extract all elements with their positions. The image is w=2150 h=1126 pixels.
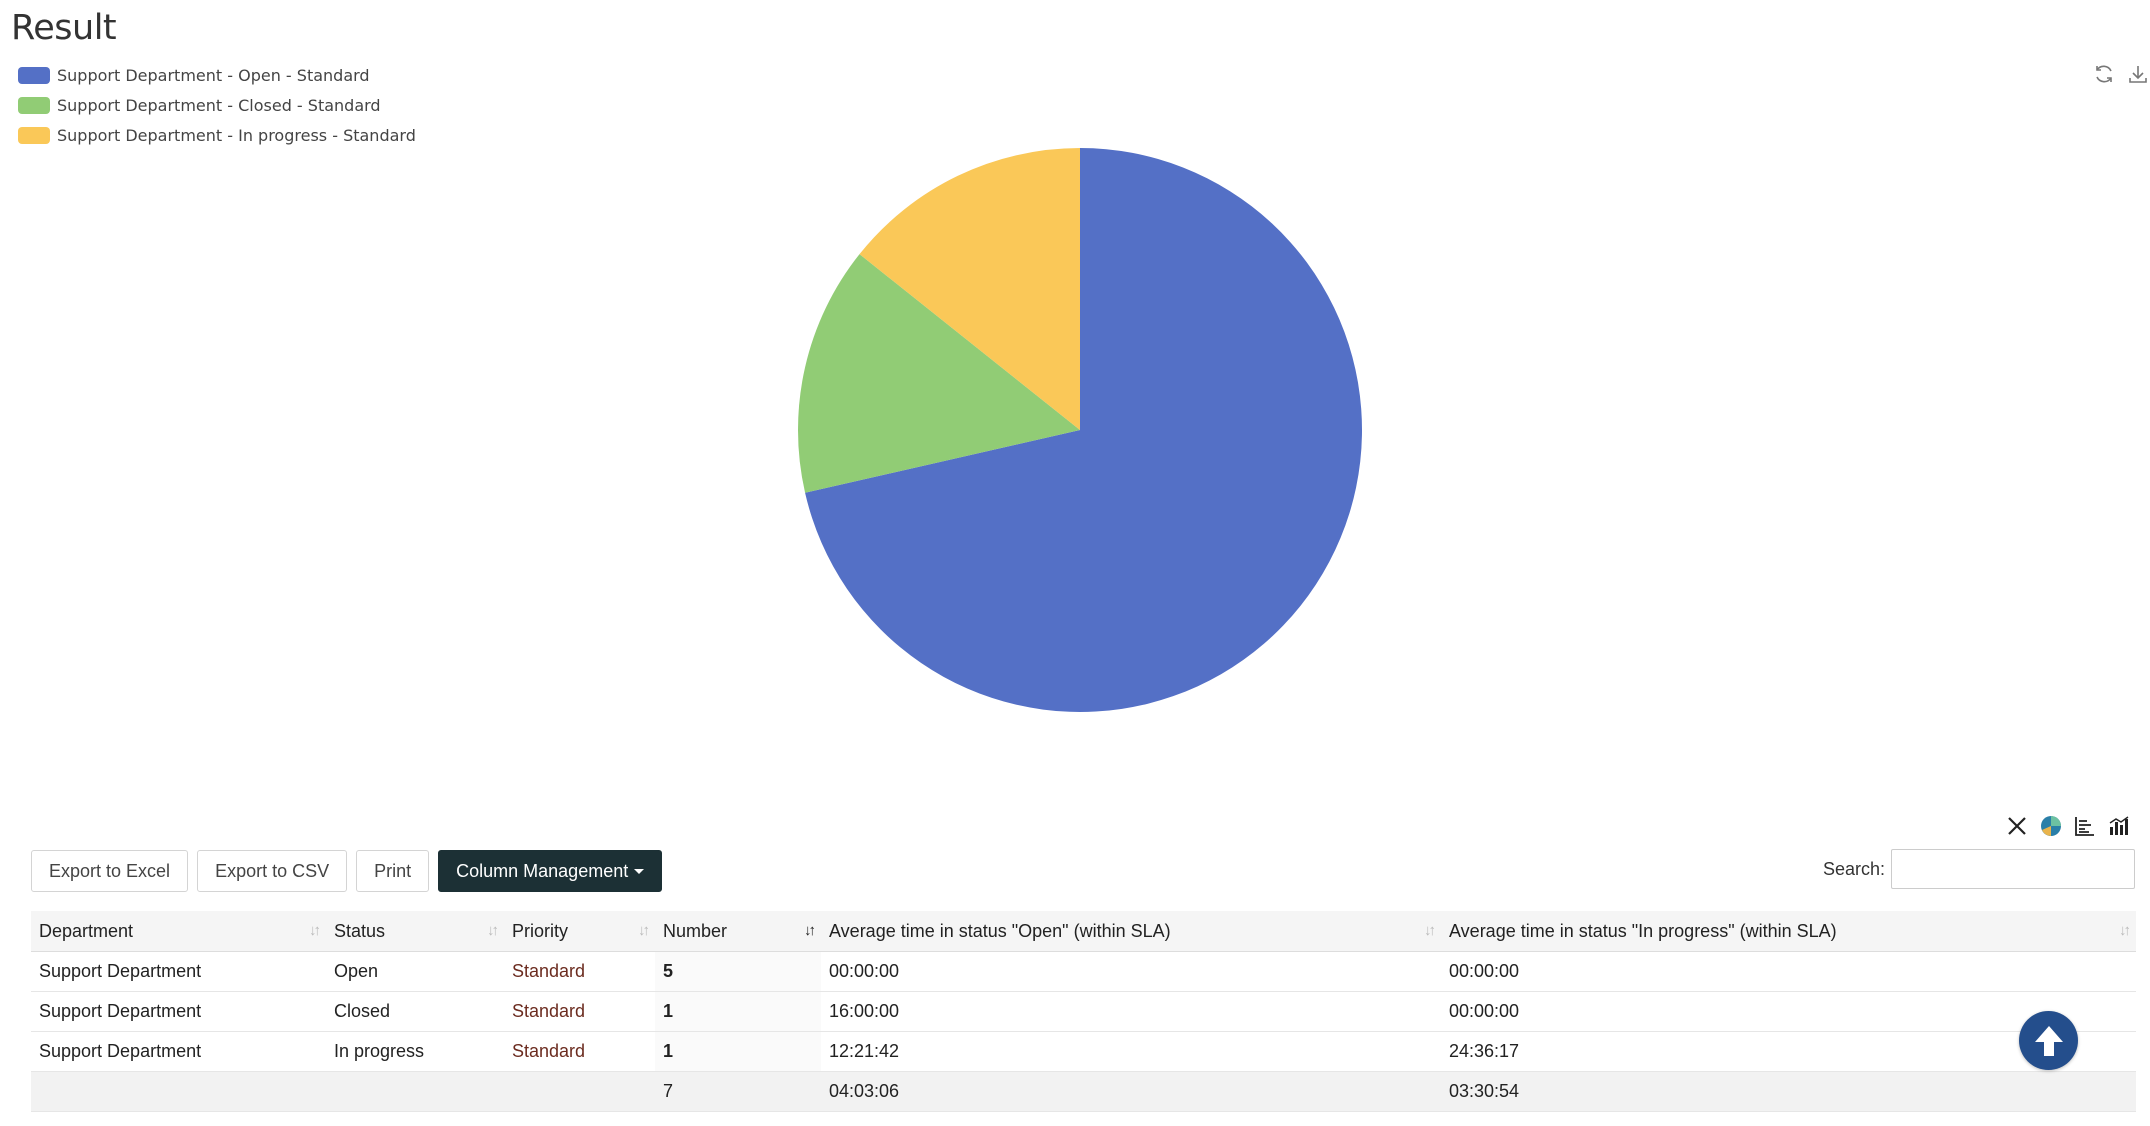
legend-label: Support Department - In progress - Stand… [57,125,416,145]
table-row: Support Department In progress Standard … [31,1031,2136,1072]
sort-desc-icon[interactable]: ↓↑ [804,922,816,939]
cell-department: Support Department [31,991,326,1032]
column-header-avg-open[interactable]: Average time in status "Open" (within SL… [821,911,1441,952]
search-label: Search: [1823,858,1886,879]
cell-status: In progress [326,1031,504,1072]
bar-chart-icon[interactable] [2073,814,2097,838]
cell-avg-open: 12:21:42 [821,1031,1441,1072]
pie-chart [798,148,1362,712]
cell-status: Open [326,951,504,992]
column-header-status[interactable]: Status ↓↑ [326,911,504,952]
legend-swatch [18,96,50,114]
column-header-label: Priority [512,920,569,941]
legend-swatch [18,66,50,84]
pie-slice-1[interactable] [798,254,1080,493]
column-header-label: Average time in status "In progress" (wi… [1449,920,1837,941]
cell-avg-open: 00:00:00 [821,951,1441,992]
column-management-button[interactable]: Column Management [438,850,663,892]
cell-empty [504,1071,655,1112]
legend-item-in-progress[interactable]: Support Department - In progress - Stand… [18,120,416,150]
pie-chart-icon[interactable] [2039,814,2063,838]
legend-label: Support Department - Open - Standard [57,65,370,85]
legend-item-closed[interactable]: Support Department - Closed - Standard [18,90,416,120]
total-avg-open: 04:03:06 [821,1071,1441,1112]
legend-label: Support Department - Closed - Standard [57,95,381,115]
table-toolbar: Export to Excel Export to CSV Print Colu… [31,850,663,892]
column-header-label: Status [334,920,386,941]
cell-priority: Standard [504,1031,655,1072]
cell-department: Support Department [31,951,326,992]
cell-avg-open: 16:00:00 [821,991,1441,1032]
cell-status: Closed [326,991,504,1032]
column-header-department[interactable]: Department ↓↑ [31,911,326,952]
column-header-label: Department [39,920,134,941]
pie-slice-2[interactable] [859,148,1080,430]
results-table: Department ↓↑ Status ↓↑ Priority ↓↑ Number ↓… [31,911,2136,1112]
close-view-icon[interactable] [2005,814,2029,838]
search-box: Search: [1823,849,2136,889]
download-icon[interactable] [2126,62,2150,86]
cell-number: 5 [655,951,821,992]
cell-empty [326,1071,504,1112]
table-header-row: Department ↓↑ Status ↓↑ Priority ↓↑ Number ↓… [31,911,2136,952]
sort-icon[interactable]: ↓↑ [1424,922,1436,939]
chart-legend: Support Department - Open - Standard Sup… [18,60,416,150]
cell-number: 1 [655,991,821,1032]
scroll-to-top-button[interactable] [2019,1011,2078,1070]
sort-icon[interactable]: ↓↑ [2119,922,2131,939]
legend-item-open[interactable]: Support Department - Open - Standard [18,60,416,90]
cell-avg-in-progress: 00:00:00 [1441,951,2136,992]
column-chart-icon[interactable] [2107,814,2131,838]
page-title: Result [11,8,117,48]
refresh-icon[interactable] [2092,62,2116,86]
cell-priority: Standard [504,991,655,1032]
column-management-label: Column Management [456,860,629,881]
legend-swatch [18,126,50,144]
total-number: 7 [655,1071,821,1112]
cell-empty [31,1071,326,1112]
sort-icon[interactable]: ↓↑ [487,922,499,939]
column-header-avg-in-progress[interactable]: Average time in status "In progress" (wi… [1441,911,2136,952]
export-csv-button[interactable]: Export to CSV [197,850,348,892]
column-header-priority[interactable]: Priority ↓↑ [504,911,655,952]
search-input[interactable] [1891,849,2136,889]
cell-priority: Standard [504,951,655,992]
total-avg-in-progress: 03:30:54 [1441,1071,2136,1112]
sort-icon[interactable]: ↓↑ [638,922,650,939]
column-header-label: Number [663,920,728,941]
cell-avg-in-progress: 00:00:00 [1441,991,2136,1032]
caret-down-icon [634,868,645,874]
export-excel-button[interactable]: Export to Excel [31,850,189,892]
table-row: Support Department Open Standard 5 00:00… [31,951,2136,992]
cell-department: Support Department [31,1031,326,1072]
chart-toolbox [2092,62,2150,86]
column-header-number[interactable]: Number ↓↑ [655,911,821,952]
print-button[interactable]: Print [356,850,430,892]
pie-slice-0[interactable] [805,148,1362,712]
sort-icon[interactable]: ↓↑ [309,922,321,939]
arrow-up-icon [2034,1025,2063,1056]
column-header-label: Average time in status "Open" (within SL… [829,920,1171,941]
table-totals-row: 7 04:03:06 03:30:54 [31,1071,2136,1112]
table-row: Support Department Closed Standard 1 16:… [31,991,2136,1032]
cell-number: 1 [655,1031,821,1072]
view-switcher [2005,814,2131,838]
